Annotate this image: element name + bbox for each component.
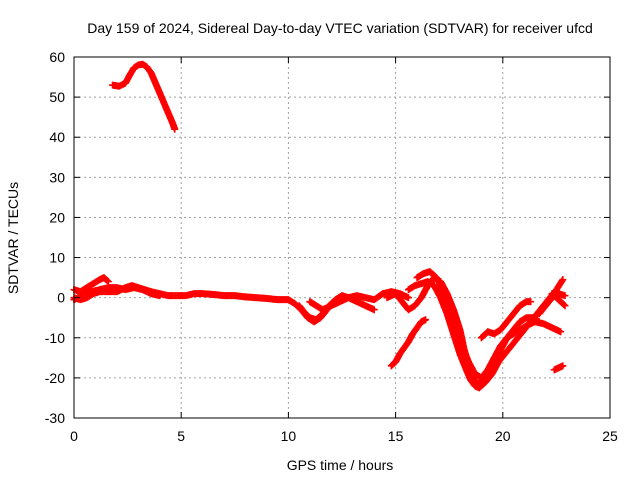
data-point — [558, 277, 566, 285]
x-tick-labels: 0 5 10 15 20 25 — [70, 428, 618, 444]
y-tick-label: -10 — [45, 330, 65, 346]
x-tick-label: 10 — [281, 428, 297, 444]
y-tick-label: 60 — [49, 49, 65, 65]
series-arc-10 — [413, 268, 565, 382]
y-tick-labels: -30 -20 -10 0 10 20 30 40 50 60 — [45, 49, 65, 426]
chart-title: Day 159 of 2024, Sidereal Day-to-day VTE… — [87, 20, 593, 36]
y-tick-label: 50 — [49, 89, 65, 105]
data-point — [559, 276, 567, 284]
data-point — [104, 278, 112, 286]
y-tick-label: -20 — [45, 370, 65, 386]
y-tick-label: 40 — [49, 129, 65, 145]
data-point — [404, 294, 412, 302]
data-point — [422, 316, 430, 324]
data-point — [370, 306, 378, 314]
data-point — [527, 298, 535, 306]
y-tick-label: 0 — [57, 290, 65, 306]
x-tick-label: 20 — [495, 428, 511, 444]
data-point — [171, 125, 179, 133]
series-arc-12 — [477, 298, 535, 342]
series-arc-4 — [109, 60, 179, 133]
series-arc-11 — [387, 316, 430, 370]
x-tick-label: 5 — [177, 428, 185, 444]
y-tick-label: 20 — [49, 209, 65, 225]
y-tick-label: 10 — [49, 250, 65, 266]
data-point — [561, 292, 569, 300]
axis-ticks — [73, 56, 611, 419]
data-point — [561, 302, 569, 310]
series-arc-7 — [306, 288, 412, 314]
data-point — [557, 328, 565, 336]
series-arc-3 — [70, 284, 164, 304]
data-point — [559, 362, 567, 370]
y-tick-label: 30 — [49, 169, 65, 185]
y-tick-label: -30 — [45, 410, 65, 426]
series-arc-13 — [535, 290, 569, 318]
data-point — [103, 277, 111, 285]
x-axis-label: GPS time / hours — [287, 457, 394, 473]
x-tick-label: 15 — [388, 428, 404, 444]
x-tick-label: 25 — [602, 428, 618, 444]
series-arc-14 — [548, 290, 569, 310]
plot-frame — [73, 56, 611, 419]
data-point — [156, 292, 164, 300]
series-arc-15 — [550, 362, 567, 374]
x-tick-label: 0 — [70, 428, 78, 444]
data-point — [560, 301, 568, 309]
data-points — [70, 60, 569, 392]
y-axis-label: SDTVAR / TECUs — [5, 182, 21, 294]
